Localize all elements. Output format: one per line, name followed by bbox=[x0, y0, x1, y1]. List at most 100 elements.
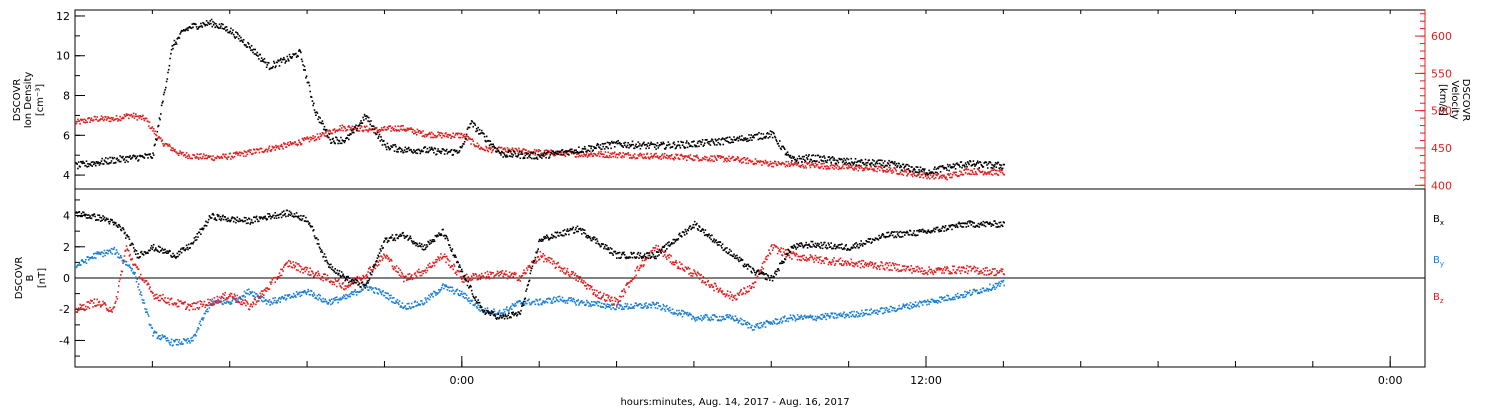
series-velocity-point bbox=[650, 152, 652, 155]
series-ion-density-point bbox=[623, 144, 626, 146]
series-by-point bbox=[323, 300, 326, 303]
series-ion-density-point bbox=[98, 164, 101, 166]
series-ion-density-point bbox=[232, 29, 234, 31]
series-ion-density-point bbox=[491, 146, 494, 148]
series-bz-point bbox=[322, 279, 324, 282]
series-bz-point bbox=[149, 286, 151, 288]
series-by-point bbox=[719, 319, 722, 321]
series-velocity-point bbox=[836, 164, 839, 167]
series-velocity-point bbox=[131, 116, 134, 118]
series-by-point bbox=[928, 303, 930, 305]
series-velocity-point bbox=[220, 156, 222, 159]
series-ion-density-point bbox=[746, 137, 749, 140]
series-bz-point bbox=[278, 276, 280, 278]
series-velocity-point bbox=[754, 158, 757, 160]
series-velocity-point bbox=[433, 136, 435, 139]
series-bz-point bbox=[235, 297, 238, 300]
series-ion-density-point bbox=[354, 126, 356, 128]
series-velocity-point bbox=[348, 126, 351, 128]
series-by-point bbox=[690, 314, 692, 316]
series-velocity-point bbox=[941, 174, 944, 176]
series-bz-point bbox=[725, 294, 727, 297]
series-by-point bbox=[572, 297, 574, 300]
series-velocity-point bbox=[442, 134, 444, 137]
series-bz-point bbox=[300, 268, 303, 271]
series-bz-point bbox=[484, 272, 487, 274]
series-bz-point bbox=[347, 286, 349, 289]
series-velocity-point bbox=[919, 176, 922, 178]
series-by-point bbox=[150, 324, 152, 326]
series-ion-density-point bbox=[326, 134, 329, 137]
series-ion-density-point bbox=[649, 143, 652, 145]
series-velocity-point bbox=[607, 151, 609, 154]
series-ion-density-point bbox=[845, 161, 847, 164]
series-bz-point bbox=[415, 274, 417, 277]
series-ion-density-point bbox=[443, 153, 446, 155]
series-velocity-point bbox=[430, 136, 432, 139]
series-bz-point bbox=[645, 258, 647, 261]
series-ion-density-point bbox=[699, 141, 702, 143]
series-ion-density-point bbox=[533, 157, 536, 160]
series-by-point bbox=[312, 295, 314, 298]
series-velocity-point bbox=[638, 155, 640, 157]
series-ion-density-point bbox=[875, 161, 877, 164]
series-by-point bbox=[255, 293, 258, 295]
series-velocity-point bbox=[421, 135, 424, 137]
series-bz-point bbox=[388, 260, 391, 262]
series-bz-point bbox=[211, 304, 214, 307]
series-by-point bbox=[305, 293, 308, 296]
series-by-point bbox=[551, 300, 553, 302]
series-bz-point bbox=[367, 271, 369, 273]
series-velocity-point bbox=[387, 128, 389, 130]
series-by-point bbox=[249, 291, 251, 293]
series-velocity-point bbox=[132, 112, 135, 115]
series-velocity-point bbox=[245, 151, 248, 153]
series-bz-point bbox=[283, 266, 285, 268]
series-bz-point bbox=[663, 254, 666, 256]
series-bz-point bbox=[490, 273, 492, 275]
series-velocity-point bbox=[891, 172, 893, 174]
series-ion-density-point bbox=[926, 172, 928, 174]
series-bz-point bbox=[487, 273, 489, 276]
series-by-point bbox=[860, 312, 862, 315]
series-velocity-point bbox=[787, 160, 790, 163]
series-velocity-point bbox=[207, 155, 210, 157]
series-velocity-point bbox=[375, 127, 378, 129]
series-velocity-point bbox=[246, 153, 249, 156]
series-velocity-point bbox=[147, 125, 150, 127]
series-by-point bbox=[405, 308, 408, 310]
series-ion-density-point bbox=[282, 58, 284, 61]
series-by-point bbox=[598, 301, 600, 303]
series-by-point bbox=[469, 302, 472, 305]
series-by-point bbox=[453, 292, 456, 295]
series-ion-density-point bbox=[299, 50, 301, 52]
series-ion-density-point bbox=[438, 150, 440, 152]
series-velocity-point bbox=[661, 153, 664, 155]
series-velocity-point bbox=[814, 162, 817, 165]
series-bz-point bbox=[689, 272, 692, 274]
series-ion-density-point bbox=[808, 154, 810, 156]
series-velocity-point bbox=[451, 135, 454, 138]
series-by-point bbox=[90, 257, 93, 259]
series-ion-density-point bbox=[143, 157, 146, 159]
series-by-point bbox=[465, 297, 467, 299]
series-ion-density-point bbox=[207, 22, 210, 24]
series-by-point bbox=[557, 296, 559, 298]
series-ion-density-point bbox=[990, 167, 993, 169]
series-bz-point bbox=[308, 274, 311, 276]
series-bz-point bbox=[212, 304, 215, 306]
series-by-point bbox=[702, 318, 705, 320]
series-by-point bbox=[652, 301, 655, 304]
series-by-point bbox=[85, 259, 87, 261]
series-by-point bbox=[593, 304, 596, 306]
series-velocity-point bbox=[642, 157, 645, 160]
series-velocity-point bbox=[951, 176, 953, 178]
series-ion-density-point bbox=[288, 59, 290, 62]
series-velocity-point bbox=[899, 171, 902, 173]
series-bz-point bbox=[391, 265, 394, 268]
series-ion-density-point bbox=[453, 149, 456, 151]
series-by-point bbox=[772, 320, 775, 322]
series-by-point bbox=[663, 308, 666, 311]
series-ion-density-point bbox=[333, 140, 335, 142]
series-ion-density-point bbox=[489, 140, 492, 142]
